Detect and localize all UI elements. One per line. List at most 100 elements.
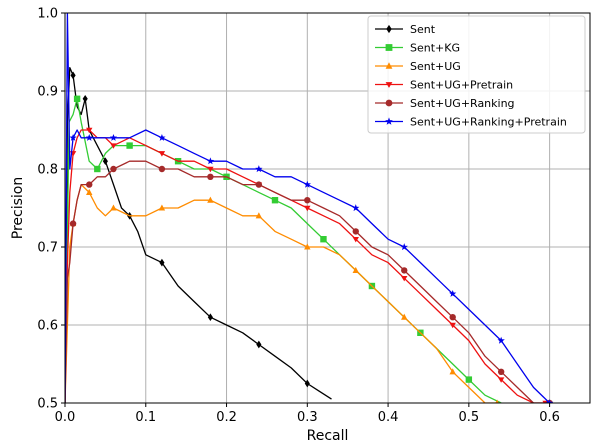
data-point xyxy=(207,166,214,173)
data-point xyxy=(304,197,311,204)
legend-item: Sent xyxy=(375,23,436,36)
data-point xyxy=(94,165,101,173)
series-layer xyxy=(65,13,554,403)
data-point xyxy=(352,266,359,273)
data-point xyxy=(158,133,166,141)
data-point xyxy=(304,243,311,250)
data-point xyxy=(497,336,505,344)
x-tick-label: 0.4 xyxy=(378,410,399,425)
data-point xyxy=(82,94,88,103)
data-point xyxy=(401,275,408,282)
data-point xyxy=(159,258,165,267)
data-point xyxy=(304,205,311,212)
data-point xyxy=(400,243,408,251)
data-point xyxy=(158,204,166,211)
data-point xyxy=(256,340,262,349)
legend-item: Sent+UG+Ranking+Pretrain xyxy=(375,116,567,129)
data-point xyxy=(352,204,360,212)
series-0 xyxy=(65,66,332,403)
x-tick-label: 0.6 xyxy=(539,410,560,425)
data-point xyxy=(109,133,118,141)
data-point xyxy=(102,157,108,166)
legend-label: Sent+UG+Ranking xyxy=(410,97,515,110)
legend-box xyxy=(367,15,586,134)
data-point xyxy=(69,133,77,141)
series-5 xyxy=(65,13,554,403)
data-point xyxy=(126,142,133,149)
legend-label: Sent+UG xyxy=(410,60,461,73)
series-line xyxy=(65,66,332,403)
data-point xyxy=(255,212,263,219)
legend-label: Sent+KG xyxy=(410,42,460,55)
legend-marker xyxy=(385,82,393,88)
data-point xyxy=(449,322,456,329)
x-tick-label: 0.2 xyxy=(216,410,237,425)
data-point xyxy=(86,181,93,188)
y-tick-label: 1.0 xyxy=(37,7,58,22)
data-point xyxy=(255,165,263,173)
data-point xyxy=(110,143,117,149)
data-point xyxy=(449,368,456,375)
data-point xyxy=(449,314,456,321)
data-point xyxy=(207,313,213,322)
data-point xyxy=(303,180,311,188)
data-point xyxy=(73,95,81,102)
data-point xyxy=(69,220,77,227)
data-point xyxy=(465,376,473,383)
data-point xyxy=(158,165,166,173)
x-axis-title: Recall xyxy=(307,428,349,444)
data-point xyxy=(255,181,263,188)
legend-marker xyxy=(385,99,393,107)
data-point xyxy=(497,368,505,375)
data-point xyxy=(497,377,505,383)
y-axis-title: Precision xyxy=(10,177,26,239)
x-tick-label: 0.0 xyxy=(55,410,76,425)
legend-marker xyxy=(385,44,393,51)
data-point xyxy=(401,267,408,274)
data-point xyxy=(352,228,359,235)
data-point xyxy=(86,188,93,195)
legend-label: Sent+UG+Pretrain xyxy=(410,79,513,92)
data-point xyxy=(110,165,117,173)
legend-item: Sent+UG xyxy=(375,60,461,73)
data-point xyxy=(495,399,499,403)
legend-label: Sent+UG+Ranking+Pretrain xyxy=(410,116,567,129)
x-tick-label: 0.5 xyxy=(459,410,480,425)
data-point xyxy=(207,196,214,203)
data-point xyxy=(352,236,359,243)
legend-item: Sent+UG+Pretrain xyxy=(375,79,513,92)
data-point xyxy=(70,71,76,80)
series-line xyxy=(65,129,546,403)
data-point xyxy=(320,236,327,243)
y-tick-label: 0.6 xyxy=(37,319,58,334)
data-point xyxy=(85,133,93,141)
legend-item: Sent+KG xyxy=(375,42,460,55)
plot-frame xyxy=(64,12,591,404)
data-point xyxy=(158,151,166,157)
x-tick-label: 0.1 xyxy=(135,410,156,425)
data-point xyxy=(545,399,554,403)
legend-marker xyxy=(385,117,393,125)
data-point xyxy=(304,379,310,388)
data-point xyxy=(206,157,215,165)
y-axis: 0.5 0.6 0.7 0.8 0.9 1.0 xyxy=(37,7,65,412)
data-point xyxy=(86,127,93,134)
series-4 xyxy=(65,160,553,403)
x-tick-label: 0.3 xyxy=(297,410,318,425)
legend-marker xyxy=(386,24,392,34)
data-point xyxy=(207,173,214,180)
legend: Sent Sent+KG Sent+UG Sent+UG+Pretrain Sent+U… xyxy=(367,15,586,134)
x-axis: 0.0 0.1 0.2 0.3 0.4 0.5 0.6 xyxy=(55,403,560,425)
y-tick-label: 0.5 xyxy=(37,397,58,412)
y-tick-label: 0.7 xyxy=(37,241,58,256)
data-point xyxy=(271,197,279,204)
legend-label: Sent xyxy=(410,23,436,36)
legend-item: Sent+UG+Ranking xyxy=(375,97,515,110)
y-tick-label: 0.9 xyxy=(37,85,58,100)
data-point xyxy=(401,313,408,320)
legend-marker xyxy=(385,62,393,69)
y-tick-label: 0.8 xyxy=(37,163,58,178)
series-line xyxy=(65,183,498,403)
data-point xyxy=(110,204,117,211)
